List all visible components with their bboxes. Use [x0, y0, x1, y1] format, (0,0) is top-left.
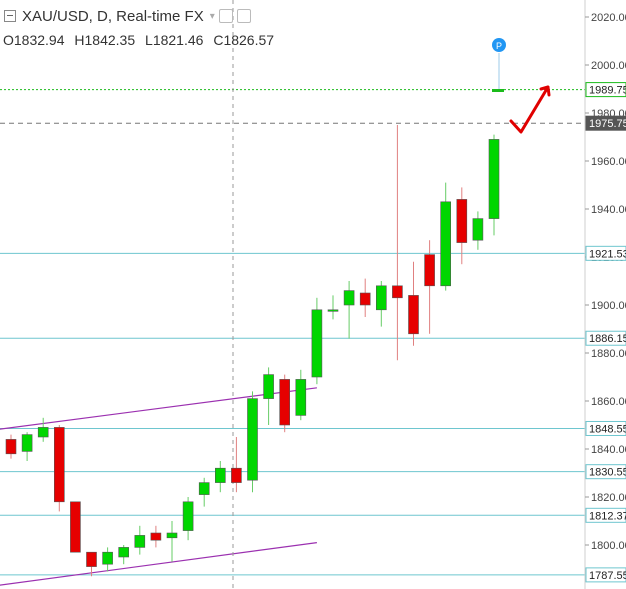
candle-body	[37, 427, 49, 438]
candle-body	[343, 290, 355, 306]
marker-p-circle	[492, 38, 506, 52]
level-label-box	[585, 420, 626, 436]
level-label: 1812.37	[589, 510, 626, 522]
open-value: 1832.94	[13, 32, 65, 48]
horizontal-levels	[0, 89, 585, 576]
marker-p[interactable]: P	[492, 38, 506, 92]
ohlc-readout: O1832.94 H1842.35 L1821.46 C1826.57	[3, 32, 280, 48]
candle-body	[5, 439, 17, 455]
low-value: 1821.46	[152, 32, 204, 48]
level-label: 1886.15	[589, 333, 626, 345]
tick-label: 1860.00	[591, 396, 626, 408]
level-label: 1848.55	[589, 423, 626, 435]
candle-body	[102, 551, 113, 565]
candle-body	[86, 551, 97, 567]
candle-body	[21, 434, 33, 452]
candle-body	[70, 501, 81, 553]
tick-label: 1820.00	[591, 492, 626, 504]
tick-label: 1940.00	[591, 204, 626, 216]
settings-icon[interactable]	[236, 9, 251, 23]
tick-label: 2000.00	[591, 60, 626, 72]
candle-body	[166, 532, 178, 539]
trendline	[0, 542, 317, 586]
tick-label: 1880.00	[591, 348, 626, 360]
candle-body	[327, 309, 339, 312]
close-label: C	[213, 32, 224, 48]
marker-p-text: P	[496, 41, 502, 51]
candle-body	[247, 398, 258, 481]
trendlines	[0, 387, 317, 586]
level-label-box	[585, 567, 626, 583]
chart-header: XAU/USD, D, Real-time FX ▾	[0, 6, 251, 26]
candle-body	[408, 295, 419, 335]
candle-body	[134, 535, 146, 548]
candle-body	[53, 427, 65, 503]
candle-body	[311, 309, 323, 378]
candle-body	[295, 379, 307, 416]
close-value: 1826.57	[223, 32, 275, 48]
tick-label: 1900.00	[591, 300, 626, 312]
candle-body	[231, 467, 242, 483]
level-label-box	[585, 464, 626, 480]
low-label: L	[145, 32, 153, 48]
level-label: 1989.75	[589, 85, 626, 97]
level-label: 1787.55	[589, 570, 626, 582]
candle-body	[182, 501, 194, 531]
level-label: 1921.53	[589, 248, 626, 260]
dropdown-icon[interactable]: ▾	[209, 10, 215, 22]
future-arrow-annotation	[509, 85, 551, 134]
candle-body	[359, 292, 371, 306]
candle-body	[488, 139, 500, 219]
collapse-icon[interactable]	[4, 10, 16, 22]
candle-body	[424, 254, 435, 287]
candle-body	[198, 482, 210, 495]
level-label-box	[585, 82, 626, 98]
candle-body	[279, 379, 291, 426]
candle-body	[263, 374, 274, 399]
candle-body	[440, 201, 452, 287]
candles	[5, 125, 500, 577]
high-label: H	[74, 32, 85, 48]
candle-body	[392, 285, 403, 299]
level-label-box	[585, 330, 626, 346]
candle-body	[456, 199, 468, 243]
open-label: O	[3, 32, 14, 48]
candle-body	[118, 547, 129, 558]
candle-body	[375, 285, 387, 311]
symbol-title[interactable]: XAU/USD, D, Real-time FX	[22, 7, 204, 25]
tick-label: 2020.00	[591, 12, 626, 24]
high-value: 1842.35	[84, 32, 136, 48]
eye-icon[interactable]	[218, 9, 233, 23]
tick-label: 1800.00	[591, 540, 626, 552]
tick-label: 1840.00	[591, 444, 626, 456]
level-label-box	[585, 507, 626, 523]
level-label-box	[585, 115, 626, 131]
tick-label: 1960.00	[591, 156, 626, 168]
candle-body	[215, 467, 226, 483]
level-label: 1975.75	[589, 118, 626, 130]
candle-body	[150, 532, 162, 541]
candle-body	[472, 218, 484, 241]
level-labels: 1989.75 1975.75 1921.53 1886.15 1848.55 1830.…	[585, 82, 626, 583]
trendline	[0, 387, 317, 430]
level-label-box	[585, 245, 626, 261]
level-label: 1830.55	[589, 467, 626, 479]
